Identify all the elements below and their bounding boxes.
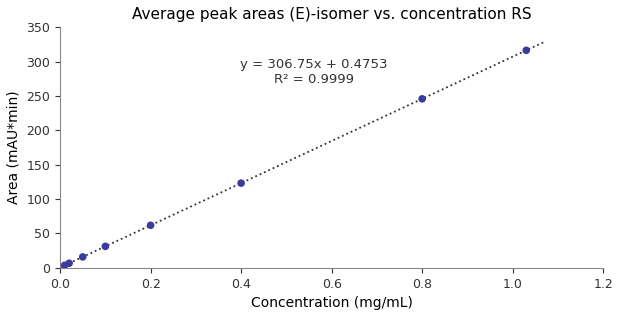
Point	[60, 263, 69, 268]
Point	[146, 223, 156, 228]
Y-axis label: Area (mAU*min): Area (mAU*min)	[7, 91, 21, 204]
Point	[521, 48, 531, 53]
Point	[78, 254, 87, 259]
X-axis label: Concentration (mg/mL): Concentration (mg/mL)	[250, 296, 412, 310]
Point	[236, 181, 246, 186]
Point	[64, 261, 74, 266]
Point	[100, 244, 110, 249]
Point	[417, 96, 427, 101]
Text: y = 306.75x + 0.4753
R² = 0.9999: y = 306.75x + 0.4753 R² = 0.9999	[240, 58, 388, 86]
Title: Average peak areas (E)-isomer vs. concentration RS: Average peak areas (E)-isomer vs. concen…	[132, 7, 531, 22]
